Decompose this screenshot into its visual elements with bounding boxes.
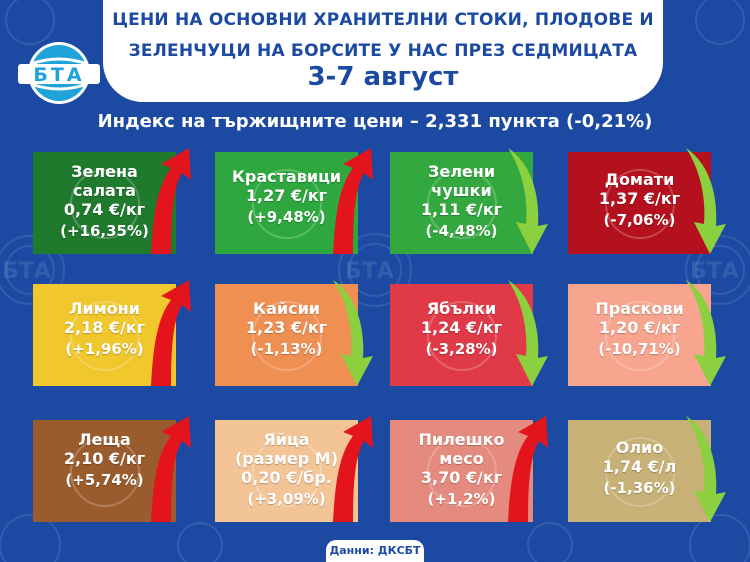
product-change: (-4,48%)	[425, 222, 498, 240]
product-name: Пилешко месо	[418, 430, 505, 468]
data-source: Данни: ДКСБТ	[326, 540, 424, 562]
price-up-arrow-icon	[151, 416, 191, 522]
product-change: (-7,06%)	[603, 211, 676, 229]
product-name: Леща	[78, 430, 131, 449]
product-price: 3,70 €/кг	[420, 468, 503, 487]
product-name: Олио	[615, 438, 664, 457]
product-card: Домати 1,37 €/кг (-7,06%)	[568, 148, 726, 254]
cucumber-icon	[252, 169, 322, 239]
lemon-icon	[70, 301, 140, 371]
price-up-arrow-icon	[151, 148, 191, 254]
product-price: 1,20 €/кг	[598, 318, 681, 337]
lentils-icon	[70, 437, 140, 507]
date-range: 3-7 август	[307, 62, 459, 92]
eggs-icon	[252, 437, 322, 507]
bta-logo: БТА	[18, 42, 100, 104]
product-name: Краставици	[231, 167, 342, 186]
pepper-icon	[427, 169, 497, 239]
product-price: 0,74 €/кг	[63, 200, 146, 219]
price-down-arrow-icon	[508, 280, 548, 386]
product-card: Олио 1,74 €/л (-1,36%)	[568, 416, 726, 522]
product-change: (+1,2%)	[427, 490, 496, 508]
price-up-arrow-icon	[508, 416, 548, 522]
price-up-arrow-icon	[333, 148, 373, 254]
product-card: Пилешко месо 3,70 €/кг (+1,2%)	[390, 416, 548, 522]
product-change: (+1,96%)	[65, 340, 144, 358]
product-name: Зелена салата	[71, 162, 138, 200]
product-price: 2,18 €/кг	[63, 318, 146, 337]
title-line-2: ЗЕЛЕНЧУЦИ НА БОРСИТЕ У НАС ПРЕЗ СЕДМИЦАТ…	[128, 41, 638, 61]
product-price: 1,24 €/кг	[420, 318, 503, 337]
oil-bottle-icon	[605, 437, 675, 507]
product-change: (+5,74%)	[65, 471, 144, 489]
product-change: (-1,36%)	[603, 479, 676, 497]
product-card: Лимони 2,18 €/кг (+1,96%)	[33, 280, 191, 386]
price-up-arrow-icon	[333, 416, 373, 522]
product-price: 1,11 €/кг	[420, 200, 503, 219]
apricot-icon	[252, 301, 322, 371]
logo-text: БТА	[33, 64, 84, 86]
product-price: 1,37 €/кг	[598, 189, 681, 208]
product-name: Кайсии	[253, 299, 320, 318]
svg-text:БТА: БТА	[2, 259, 51, 284]
product-name: Ябълки	[426, 299, 497, 318]
product-name: Праскови	[595, 299, 684, 318]
product-name: Зелени чушки	[427, 162, 496, 200]
product-price: 1,23 €/кг	[245, 318, 328, 337]
product-price: 2,10 €/кг	[63, 449, 146, 468]
product-name: Домати	[604, 170, 675, 189]
product-card: Кайсии 1,23 €/кг (-1,13%)	[215, 280, 373, 386]
price-up-arrow-icon	[151, 280, 191, 386]
product-price: 0,20 €/бр.	[241, 468, 332, 487]
product-card: Праскови 1,20 €/кг (-10,71%)	[568, 280, 726, 386]
apple-icon	[427, 301, 497, 371]
product-change: (+3,09%)	[247, 490, 326, 508]
header-banner: ЦЕНИ НА ОСНОВНИ ХРАНИТЕЛНИ СТОКИ, ПЛОДОВ…	[103, 0, 663, 102]
product-change: (-3,28%)	[425, 340, 498, 358]
product-card: Зелени чушки 1,11 €/кг (-4,48%)	[390, 148, 548, 254]
chicken-icon	[427, 437, 497, 507]
price-down-arrow-icon	[686, 148, 726, 254]
product-card: Яйца (размер М) 0,20 €/бр. (+3,09%)	[215, 416, 373, 522]
peach-icon	[605, 301, 675, 371]
product-change: (-10,71%)	[598, 340, 681, 358]
product-change: (-1,13%)	[250, 340, 323, 358]
product-name: Лимони	[69, 299, 140, 318]
price-index-line: Индекс на тържищните цени – 2,331 пункта…	[97, 111, 653, 132]
price-down-arrow-icon	[508, 148, 548, 254]
product-card: Леща 2,10 €/кг (+5,74%)	[33, 416, 191, 522]
price-down-arrow-icon	[686, 280, 726, 386]
lettuce-icon	[70, 169, 140, 239]
product-price: 1,27 €/кг	[245, 186, 328, 205]
product-change: (+9,48%)	[247, 208, 326, 226]
title-line-1: ЦЕНИ НА ОСНОВНИ ХРАНИТЕЛНИ СТОКИ, ПЛОДОВ…	[112, 10, 654, 30]
tomato-icon	[605, 169, 675, 239]
product-name: Яйца (размер М)	[234, 430, 339, 468]
product-card: Краставици 1,27 €/кг (+9,48%)	[215, 148, 373, 254]
price-down-arrow-icon	[333, 280, 373, 386]
product-card: Ябълки 1,24 €/кг (-3,28%)	[390, 280, 548, 386]
price-down-arrow-icon	[686, 416, 726, 522]
product-card: Зелена салата 0,74 €/кг (+16,35%)	[33, 148, 191, 254]
product-change: (+16,35%)	[60, 222, 149, 240]
product-price: 1,74 €/л	[602, 457, 677, 476]
